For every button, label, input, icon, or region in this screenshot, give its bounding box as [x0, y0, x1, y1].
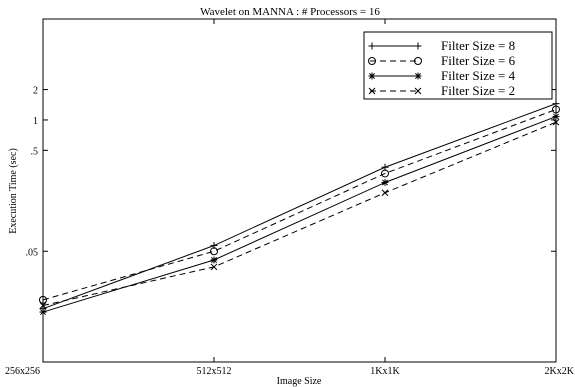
point-marker-asterisk: [552, 113, 560, 121]
x-axis: 256x256 512x512 1Kx1K 2Kx2K: [5, 19, 575, 377]
series: [39, 105, 560, 304]
series: [39, 100, 560, 313]
point-marker-circle: [368, 57, 376, 65]
series: [39, 113, 560, 316]
y-tick-label: .05: [26, 247, 39, 258]
plot-area: [42, 18, 557, 363]
point-marker-circle: [39, 295, 47, 304]
y-tick-label: .5: [31, 146, 39, 157]
point-marker-x: [552, 118, 560, 126]
point-marker-x: [39, 302, 47, 309]
series-line: [42, 108, 557, 301]
legend-label: Filter Size = 2: [441, 83, 515, 98]
point-marker-x: [210, 263, 218, 271]
y-tick-label: 2: [33, 86, 38, 97]
x-axis-label: Image Size: [277, 376, 322, 387]
x-tick-label: 2Kx2K: [545, 366, 575, 377]
point-marker-circle: [381, 169, 389, 178]
legend-item: Filter Size = 2: [368, 83, 515, 98]
point-marker-circle: [414, 57, 422, 65]
x-tick-label: 1Kx1K: [370, 366, 400, 377]
point-marker-circle: [552, 105, 560, 114]
y-axis-label: Execution Time (sec): [8, 148, 19, 234]
legend-item: Filter Size = 8: [368, 38, 515, 53]
x-tick-label: 512x512: [197, 366, 232, 377]
series-layer: [39, 100, 560, 316]
point-marker-asterisk: [210, 256, 218, 264]
y-axis: .05 .5 1 2: [26, 86, 556, 258]
legend-label: Filter Size = 6: [441, 53, 516, 68]
point-marker-asterisk: [381, 179, 389, 187]
legend-item: Filter Size = 4: [368, 68, 516, 83]
x-tick-label: 256x256: [5, 366, 40, 377]
legend-box: [363, 31, 553, 100]
point-marker-asterisk: [368, 72, 376, 80]
point-marker-plus: [368, 42, 376, 50]
series-line: [42, 103, 557, 310]
series-line: [42, 116, 557, 313]
series-line: [42, 121, 557, 307]
y-tick-label: 1: [33, 116, 38, 127]
legend-item: Filter Size = 6: [368, 53, 516, 68]
point-marker-x: [368, 87, 376, 95]
chart-title: Wavelet on MANNA : # Processors = 16: [200, 6, 380, 18]
legend-label: Filter Size = 8: [441, 38, 515, 53]
point-marker-circle: [210, 247, 218, 256]
point-marker-x: [381, 189, 389, 197]
legend-label: Filter Size = 4: [441, 68, 516, 83]
point-marker-asterisk: [414, 72, 422, 80]
point-marker-asterisk: [39, 308, 47, 316]
point-marker-x: [414, 87, 422, 95]
series: [39, 118, 560, 309]
point-marker-plus: [414, 42, 422, 50]
